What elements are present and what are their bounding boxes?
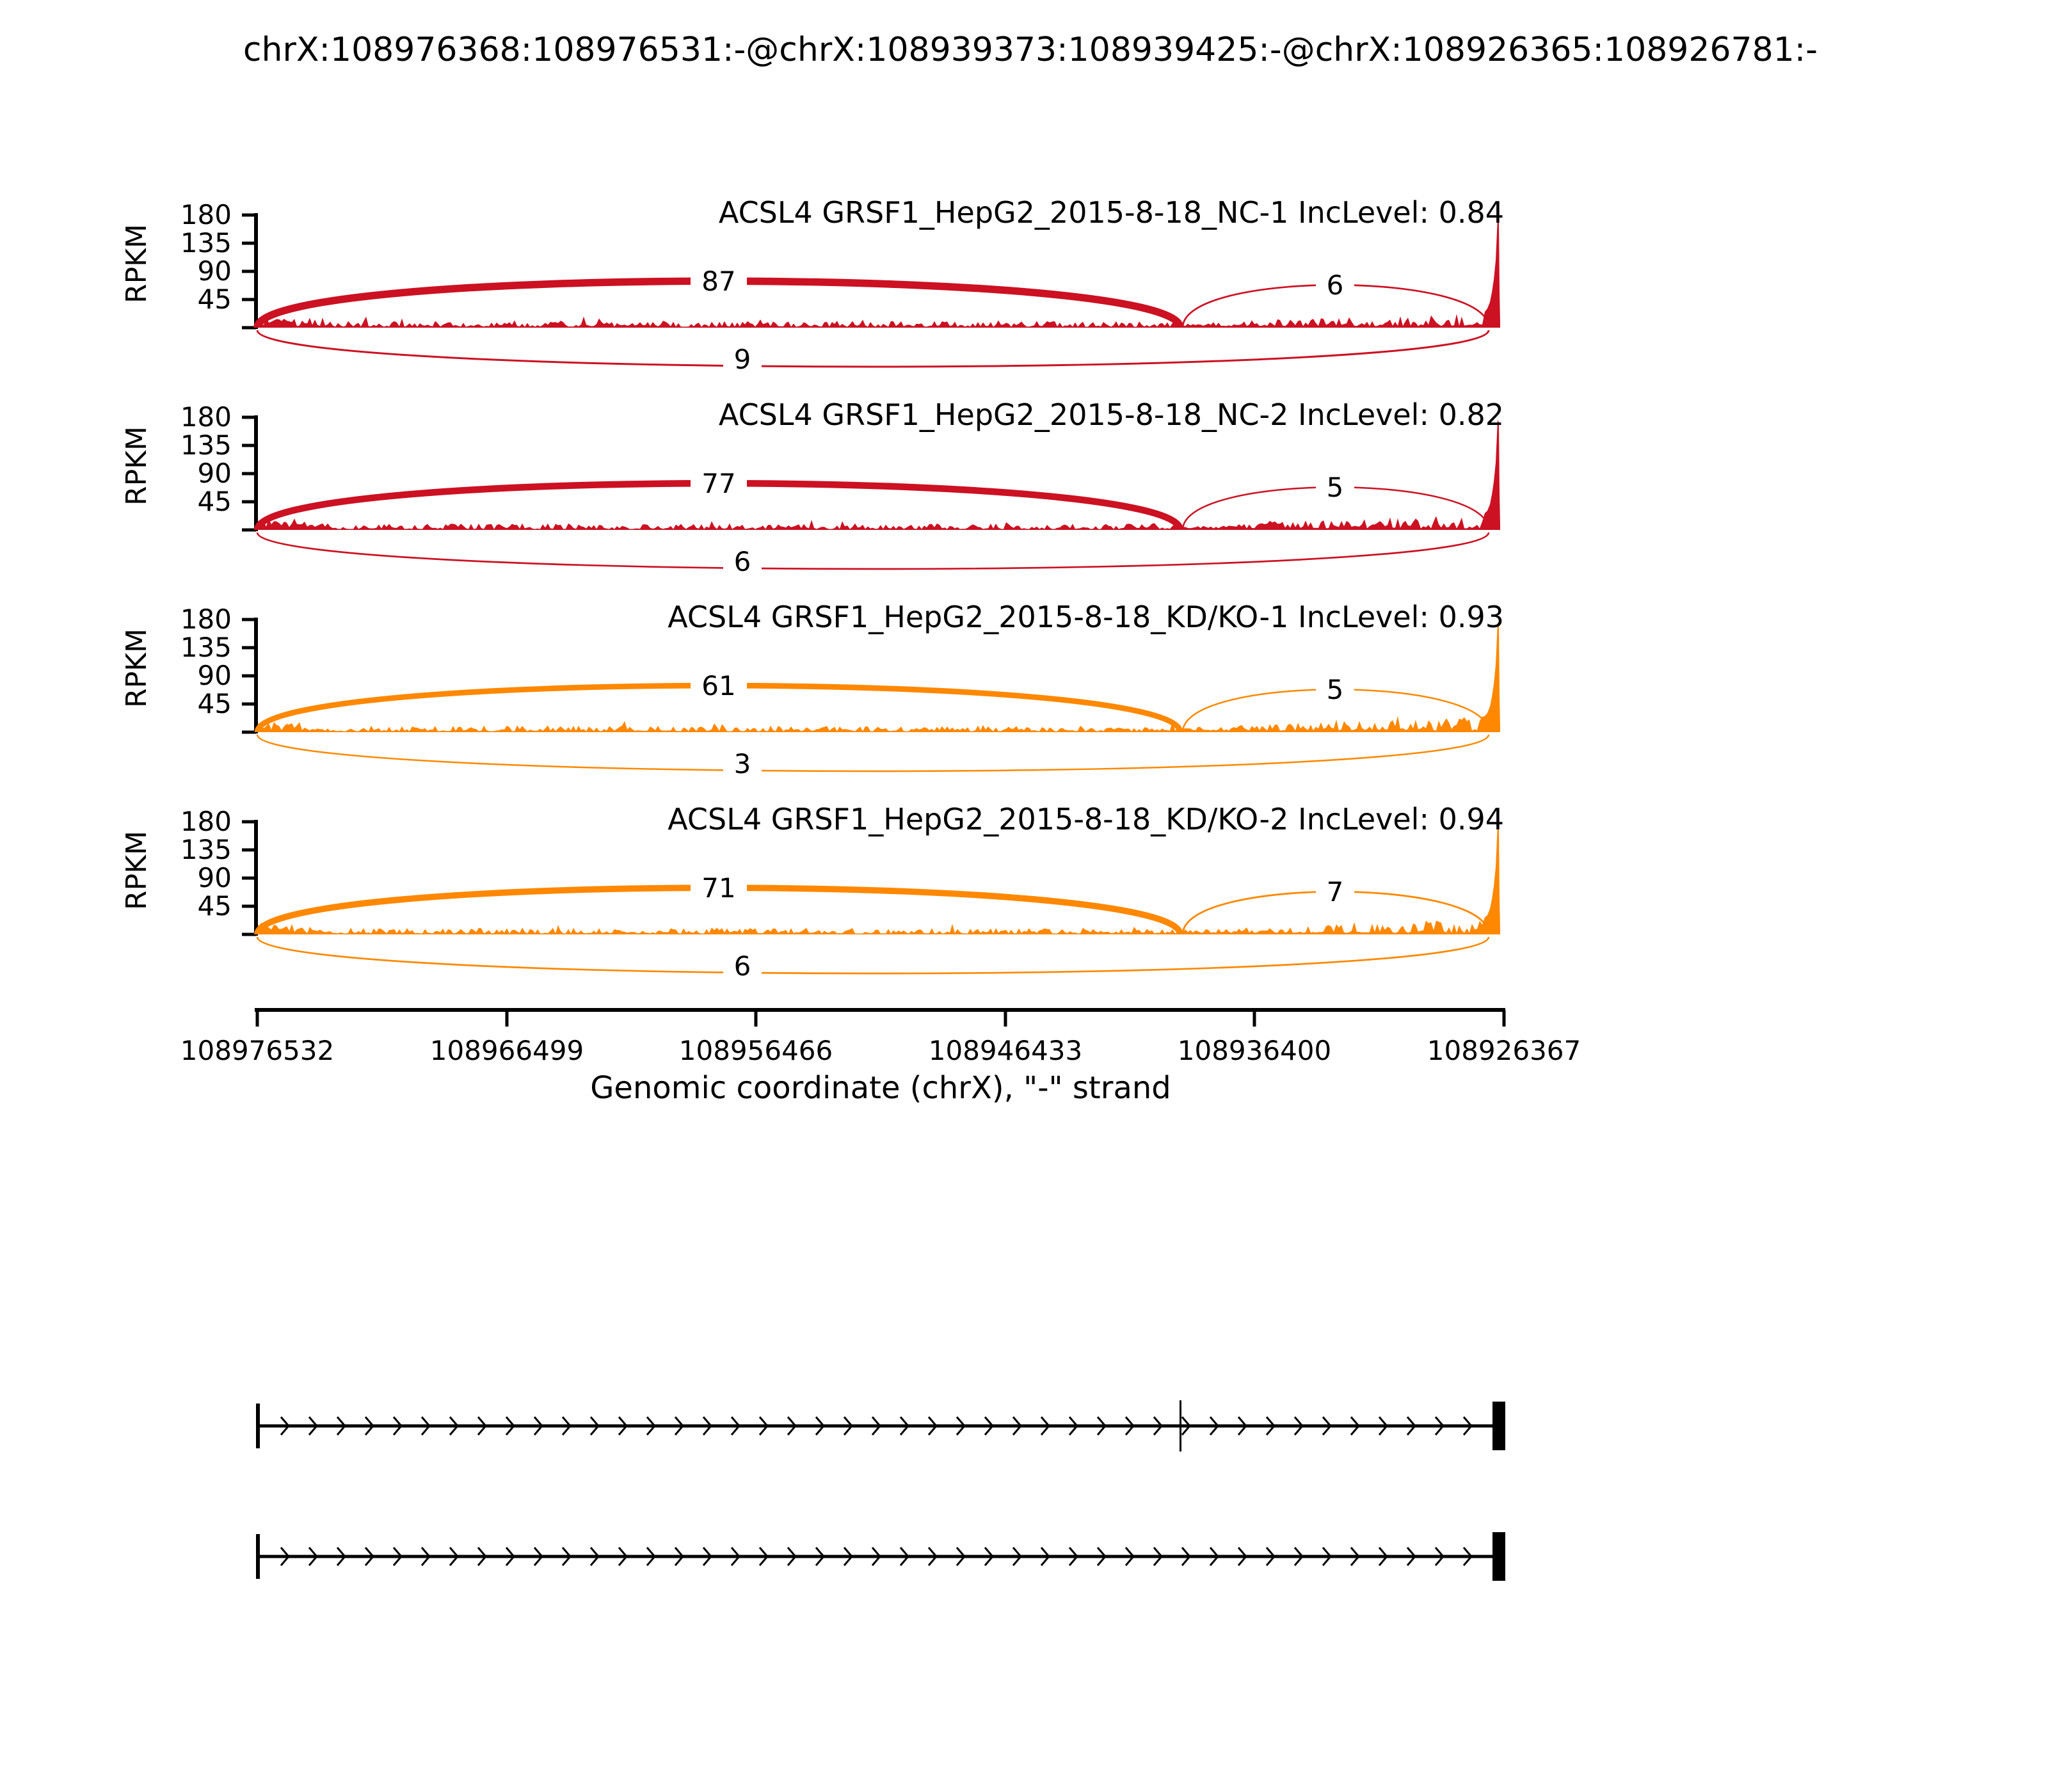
coverage-area	[257, 420, 1500, 530]
junction-label-gap	[1316, 270, 1354, 300]
junction-count-label: 87	[701, 266, 735, 297]
coverage-area	[257, 218, 1500, 328]
junction-count-label: 6	[734, 950, 751, 982]
y-tick-label: 135	[180, 227, 232, 259]
x-tick-label: 108946433	[929, 1035, 1083, 1066]
y-tick-label: 180	[180, 604, 232, 635]
junction-count-label: 6	[1327, 269, 1344, 301]
y-tick-label: 135	[180, 834, 232, 865]
y-tick-label: 90	[198, 255, 232, 287]
y-tick-label: 90	[198, 862, 232, 893]
y-tick-label: 90	[198, 458, 232, 489]
junction-arc-skipping	[256, 330, 1490, 368]
coverage-area	[257, 824, 1500, 934]
y-tick-label: 45	[198, 688, 232, 719]
y-tick-label: 45	[198, 486, 232, 517]
junction-label-gap	[723, 344, 762, 374]
y-tick-label: 135	[180, 632, 232, 663]
junction-label-gap	[691, 671, 747, 700]
plot-title: chrX:108976368:108976531:-@chrX:10893937…	[243, 31, 1818, 69]
junction-count-label: 7	[1327, 876, 1344, 908]
x-tick-label: 108936400	[1178, 1035, 1332, 1066]
transcript-inclusion-isoform	[256, 1400, 1505, 1452]
track-label: ACSL4 GRSF1_HepG2_2015-8-18_NC-2 IncLeve…	[719, 397, 1504, 432]
x-tick-label: 108926367	[1427, 1035, 1581, 1066]
y-axis-title: RPKM	[120, 426, 153, 506]
junction-label-gap	[691, 468, 747, 498]
y-tick-label: 45	[198, 284, 232, 315]
exon-start-bar	[256, 1404, 260, 1448]
junction-label-gap	[691, 873, 747, 902]
junction-label-gap	[723, 547, 762, 576]
x-tick-label: 108966499	[430, 1035, 584, 1066]
y-tick-label: 180	[180, 199, 232, 230]
junction-label-gap	[691, 266, 747, 296]
junction-label-gap	[1316, 472, 1354, 502]
x-tick-label: 108976532	[180, 1035, 335, 1066]
junction-label-gap	[1316, 877, 1354, 906]
x-tick-label: 108956466	[679, 1035, 833, 1066]
junction-count-label: 9	[734, 344, 751, 375]
transcript-skipping-isoform	[256, 1532, 1505, 1581]
junction-count-label: 5	[1327, 674, 1344, 705]
skipped-exon-mark	[1180, 1400, 1181, 1452]
y-tick-label: 180	[180, 401, 232, 433]
junction-count-label: 5	[1327, 472, 1344, 503]
junction-count-label: 3	[734, 748, 751, 780]
track-label: ACSL4 GRSF1_HepG2_2015-8-18_KD/KO-1 IncL…	[668, 600, 1504, 634]
junction-count-label: 6	[734, 546, 751, 577]
x-axis-title: Genomic coordinate (chrX), "-" strand	[590, 1070, 1171, 1106]
y-tick-label: 90	[198, 660, 232, 691]
junction-label-gap	[723, 749, 762, 778]
y-tick-label: 180	[180, 806, 232, 837]
junction-label-gap	[723, 951, 762, 980]
junction-arc-skipping	[256, 532, 1490, 570]
junction-count-label: 77	[701, 468, 735, 499]
junction-count-label: 61	[701, 670, 735, 701]
y-axis-title: RPKM	[120, 224, 153, 303]
exon-block	[1492, 1402, 1505, 1450]
y-axis-title: RPKM	[120, 831, 153, 910]
junction-label-gap	[1316, 675, 1354, 704]
exon-block	[1492, 1532, 1505, 1581]
track-label: ACSL4 GRSF1_HepG2_2015-8-18_KD/KO-2 IncL…	[668, 802, 1504, 836]
junction-arc-skipping	[256, 734, 1490, 772]
y-axis-title: RPKM	[120, 628, 153, 708]
track-label: ACSL4 GRSF1_HepG2_2015-8-18_NC-1 IncLeve…	[719, 195, 1504, 230]
x-axis: 108976532 108966499 108956466 108946433 …	[180, 1008, 1581, 1106]
junction-arc-skipping	[256, 936, 1490, 975]
exon-start-bar	[256, 1534, 260, 1579]
junction-count-label: 71	[701, 872, 735, 904]
coverage-area	[257, 622, 1500, 732]
y-tick-label: 135	[180, 429, 232, 461]
y-tick-label: 45	[198, 890, 232, 922]
